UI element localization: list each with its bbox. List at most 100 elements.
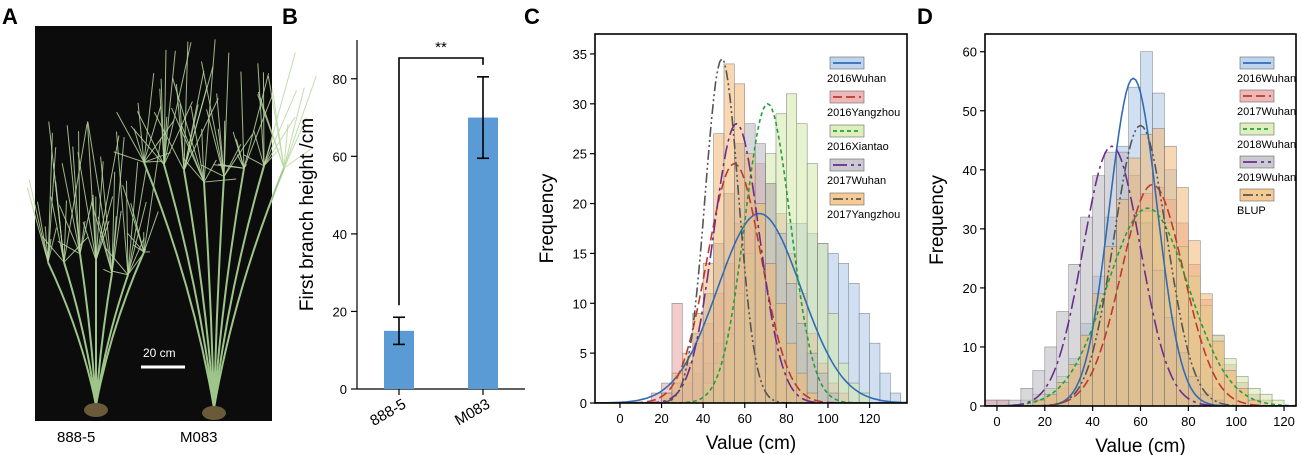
density-curve-2017Yangzhou <box>595 57 907 403</box>
plant-888-5-pod <box>103 268 113 274</box>
plant-m083-pod <box>257 63 265 166</box>
plant-888-5-pod <box>92 194 97 261</box>
plant-m083-pod <box>183 98 219 171</box>
legend-label: 2016Yangzhou <box>827 107 900 119</box>
plant-m083-pod <box>179 103 185 171</box>
legend-entry-2019Wuhan: 2019Wuhan <box>1237 155 1296 184</box>
legend-label: 2017Wuhan <box>827 175 886 187</box>
plant-m083-pod <box>201 128 205 183</box>
y-tick-label: 40 <box>963 163 977 178</box>
plant-888-5-pod <box>122 184 145 253</box>
plant-m083-pod <box>163 50 176 165</box>
plant-888-5-pod <box>41 235 65 263</box>
plant-m083-pod <box>143 73 155 163</box>
histogram-bar <box>827 392 839 403</box>
y-tick-label: 20 <box>573 197 587 212</box>
plant-888-5-pod <box>115 131 129 275</box>
plant-m083-pod <box>163 42 192 165</box>
plant-m083-pod <box>130 125 165 165</box>
density-curve-2018Wuhan <box>985 207 1296 406</box>
plant-888-5-pod <box>78 131 81 254</box>
histogram-bar <box>1092 293 1105 406</box>
plant-888-5-stem <box>95 273 113 406</box>
plant-m083-pod <box>257 94 285 169</box>
x-axis-label: Value (cm) <box>1095 436 1185 455</box>
plant-m083-pod <box>153 111 185 171</box>
plant-888-5-pod <box>47 238 52 263</box>
y-axis-label: First branch height /cm <box>297 118 318 311</box>
plant-888-5-pod <box>82 221 97 261</box>
plant-m083-pod <box>263 52 296 166</box>
bar-M083 <box>468 117 498 390</box>
plant-888-5-pod <box>47 227 57 263</box>
y-tick-label: 0 <box>970 399 977 414</box>
y-tick-label: 10 <box>963 340 977 355</box>
scale-bar-label: 20 cm <box>143 346 176 360</box>
x-tick-label: 120 <box>1273 414 1295 429</box>
histogram-bar <box>775 303 787 403</box>
plant-888-5-pod <box>130 203 145 253</box>
plant-m083-pod <box>243 164 247 169</box>
plant-m083-pod <box>172 77 205 183</box>
plant-888-5-pod <box>47 147 57 263</box>
plant-m083-pod <box>200 164 225 177</box>
density-curve-2016Wuhan <box>595 212 907 403</box>
histogram-bar <box>723 63 735 403</box>
legend-entry-2016Wuhan: 2016Wuhan <box>827 56 886 85</box>
histogram-bar <box>1116 199 1129 406</box>
plant-m083-pod <box>116 111 145 163</box>
plant-m083-pod <box>263 148 281 167</box>
plant-888-5-pod <box>91 203 113 274</box>
plant-m083-stem <box>163 164 215 409</box>
plant-888-5-stem <box>79 253 97 406</box>
legend-entry-2017Yangzhou: 2017Yangzhou <box>827 192 900 221</box>
x-tick-label: 888-5 <box>367 396 409 430</box>
y-tick-label: 50 <box>963 104 977 119</box>
plant-888-5-pod <box>110 270 129 276</box>
histogram-bar <box>827 312 839 403</box>
y-tick-label: 40 <box>333 227 347 242</box>
histogram-panel-d: 0 10 20 30 40 50 60 0 20 40 60 80 100 120 Value (cm) Fr… <box>927 33 1297 455</box>
histogram-bar <box>817 372 829 403</box>
plant-m083-pod <box>137 102 145 163</box>
plant-888-5-pod <box>95 196 114 261</box>
legend-entry-2016Yangzhou: 2016Yangzhou <box>827 90 900 119</box>
x-tick-label: 0 <box>616 411 623 426</box>
legend-label: 2016Xiantao <box>827 141 889 153</box>
panel-label-d: D <box>917 4 933 29</box>
histogram-bar <box>890 392 902 403</box>
plant-m083-pod <box>263 90 297 166</box>
plant-m083-pod <box>182 157 205 183</box>
plant-888-5-pod <box>61 163 81 254</box>
plot-frame <box>594 33 908 404</box>
plant-m083-pod <box>143 105 162 163</box>
plant-m083-pod <box>181 125 205 183</box>
plant-m083-pod <box>160 78 165 165</box>
histogram-bar <box>869 342 881 403</box>
plant-m083-pod <box>217 128 225 177</box>
plant-m083-pod <box>136 111 165 165</box>
x-tick-label: 80 <box>779 411 793 426</box>
legend-label: 2017Wuhan <box>1237 106 1296 118</box>
plant-m083-pod <box>243 73 270 169</box>
panel-label-a: A <box>2 4 18 29</box>
plant-m083-pod <box>243 96 273 169</box>
x-tick-label: 60 <box>1133 414 1147 429</box>
histogram-bar <box>1128 157 1141 406</box>
histogram-bar <box>796 372 808 403</box>
plant-888-5-pod <box>63 236 89 263</box>
plant-m083-stem <box>183 170 215 409</box>
density-curve-2017Wuhan <box>985 183 1296 406</box>
legend-label: 2016Wuhan <box>827 73 886 85</box>
plant-m083-pod <box>200 61 225 177</box>
y-axis-label: Frequency <box>927 175 948 265</box>
y-tick-label: 20 <box>963 281 977 296</box>
panel-label-c: C <box>524 4 540 29</box>
histogram-panel-c: 0 5 10 15 20 25 30 35 0 20 40 60 80 100 120 Value (cm) F… <box>537 33 908 454</box>
plant-888-5-pod <box>127 169 147 275</box>
x-tick-label: 60 <box>738 411 752 426</box>
histogram-bar <box>1235 388 1249 406</box>
y-tick-label: 0 <box>340 382 347 397</box>
plant-m083-stem <box>213 165 265 409</box>
